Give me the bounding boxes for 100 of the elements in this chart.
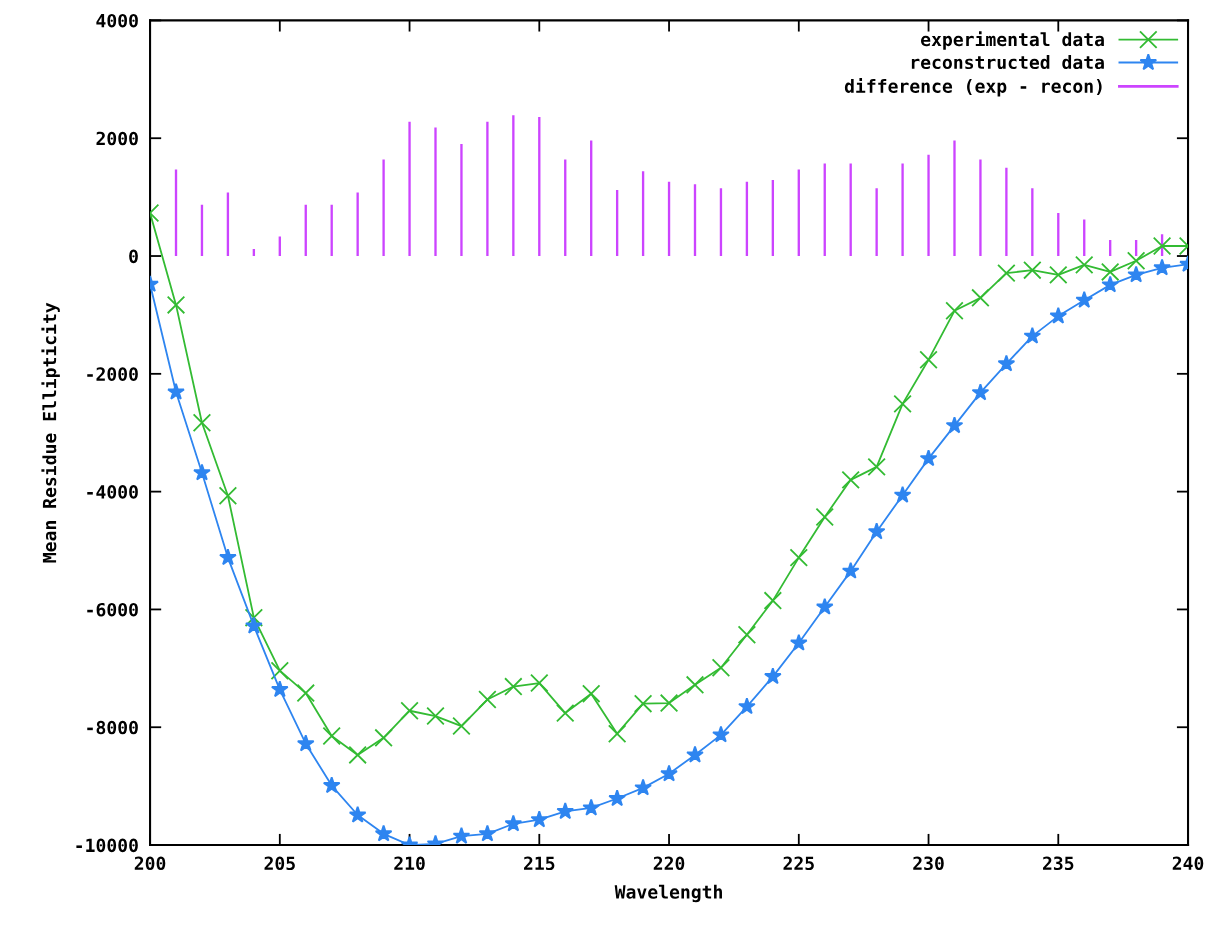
x-tick-label: 215: [524, 856, 555, 871]
x-tick-label: 240: [1172, 856, 1204, 871]
point: [685, 675, 705, 695]
point: [296, 683, 315, 703]
point: [712, 725, 730, 743]
point: [763, 591, 783, 610]
x-tick-label: 230: [913, 856, 944, 871]
point: [971, 383, 990, 401]
point: [348, 745, 367, 765]
point: [348, 805, 367, 823]
point: [867, 522, 886, 540]
bar: [927, 154, 930, 257]
y-tick-label: -8000: [87, 720, 138, 735]
point: [1074, 255, 1094, 275]
bar: [1005, 167, 1008, 257]
point: [1101, 275, 1120, 293]
point: [1049, 306, 1068, 324]
legend-label: experimental data: [921, 31, 1104, 50]
point: [660, 764, 678, 782]
point: [426, 706, 445, 726]
point: [556, 802, 575, 820]
point: [296, 734, 315, 752]
point: [1023, 260, 1042, 280]
point: [893, 485, 912, 503]
bar: [356, 192, 359, 257]
point: [270, 661, 290, 680]
point: [686, 745, 704, 763]
bar: [408, 121, 411, 257]
point: [945, 416, 964, 434]
legend-label: difference (exp - recon): [844, 77, 1102, 97]
bar: [979, 159, 982, 257]
bar: [382, 159, 385, 257]
point: [997, 354, 1016, 372]
point: [841, 470, 860, 490]
point: [1100, 262, 1120, 282]
y-tick-label: -10000: [76, 838, 138, 853]
point: [400, 701, 419, 720]
point: [919, 449, 938, 467]
point: [738, 697, 756, 715]
point: [452, 716, 471, 736]
point: [633, 694, 653, 713]
point: [374, 728, 393, 748]
point: [530, 673, 549, 693]
point: [166, 295, 186, 315]
point: [478, 824, 497, 842]
y-tick-label: -4000: [87, 485, 138, 499]
point: [607, 724, 627, 743]
point: [244, 608, 264, 627]
point: [737, 625, 757, 644]
x-tick-label: 225: [783, 856, 814, 871]
y-tick-label: 2000: [96, 131, 138, 146]
bar: [460, 144, 463, 257]
point: [245, 616, 263, 634]
point: [815, 507, 834, 527]
point: [219, 548, 237, 566]
bar: [434, 127, 437, 257]
point: [1152, 236, 1172, 256]
point: [504, 677, 523, 696]
point: [167, 382, 185, 400]
point: [841, 561, 860, 579]
y-axis-title: Mean Residue Ellipticity: [41, 302, 60, 563]
point: [659, 693, 679, 713]
point: [374, 824, 393, 842]
point: [1127, 265, 1145, 283]
point: [945, 301, 964, 321]
point: [789, 548, 809, 567]
point: [530, 810, 549, 828]
point: [789, 633, 808, 651]
bar: [901, 163, 904, 257]
point: [270, 680, 289, 698]
point: [581, 684, 601, 703]
point: [452, 826, 471, 844]
point: [322, 776, 341, 794]
y-tick-label: -2000: [87, 367, 138, 381]
point: [764, 667, 782, 685]
point: [971, 288, 990, 308]
point: [893, 394, 912, 414]
point: [192, 413, 212, 432]
point: [634, 778, 652, 796]
point: [478, 690, 497, 709]
point: [867, 457, 886, 477]
y-tick-label: -6000: [87, 602, 138, 617]
point: [711, 658, 731, 677]
point: [1153, 258, 1171, 276]
bar: [953, 140, 956, 257]
point: [193, 463, 211, 481]
x-tick-label: 235: [1042, 856, 1074, 871]
y-tick-label: 0: [129, 249, 138, 264]
point: [322, 726, 341, 746]
x-tick-label: 220: [653, 856, 685, 871]
x-tick-label: 210: [394, 856, 425, 871]
point: [1023, 326, 1042, 344]
bar: [486, 121, 489, 257]
y-tick-label: 4000: [96, 13, 138, 28]
point: [1126, 251, 1146, 270]
bar: [875, 188, 878, 257]
x-tick-label: 205: [264, 856, 295, 871]
point: [815, 597, 834, 615]
point: [556, 703, 575, 723]
point: [218, 486, 238, 505]
